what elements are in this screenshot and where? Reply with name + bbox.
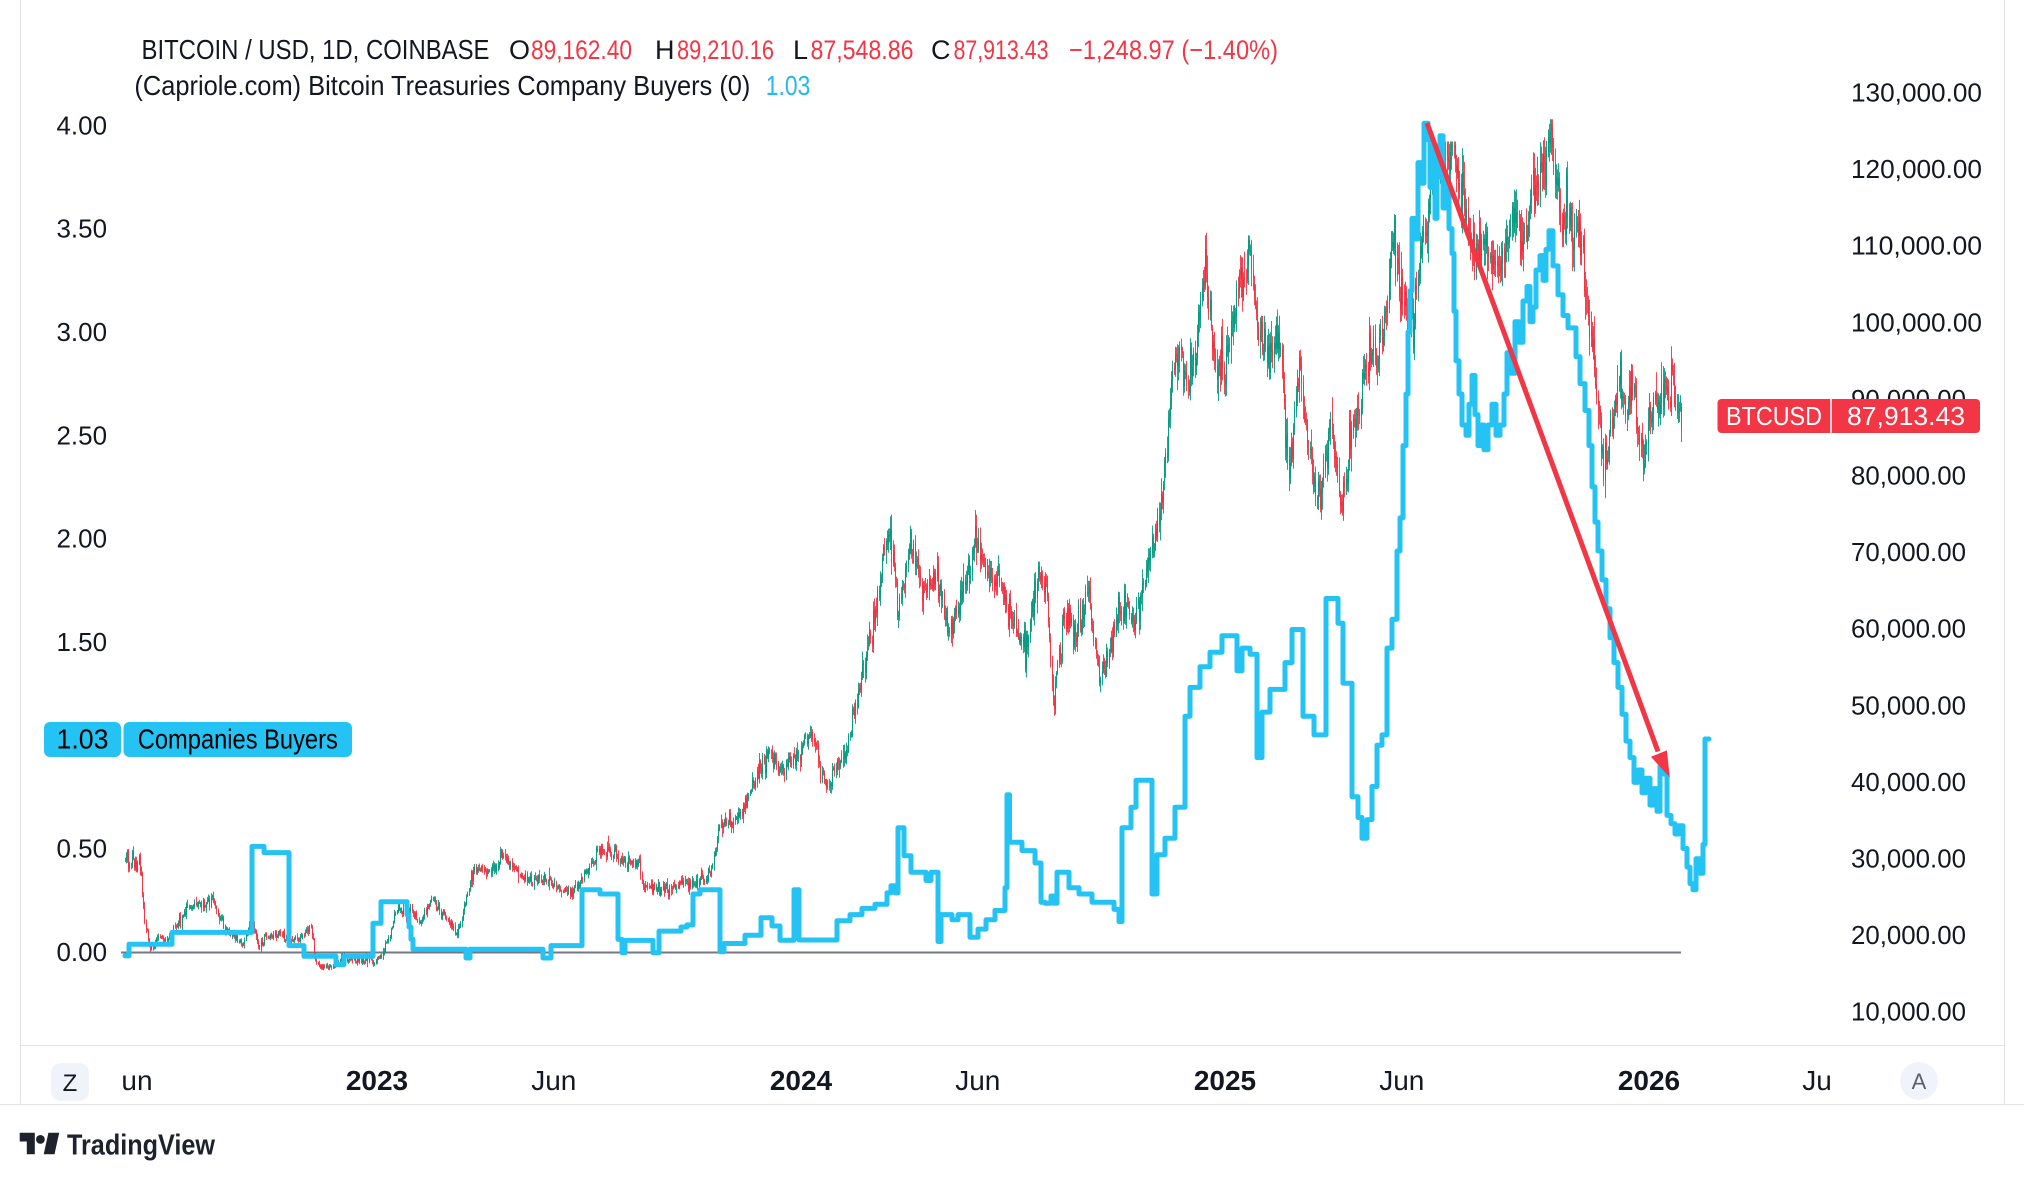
svg-text:1.03: 1.03 [57,724,109,755]
svg-text:un: un [121,1065,152,1096]
svg-text:−1,248.97 (−1.40%): −1,248.97 (−1.40%) [1069,35,1278,65]
svg-text:TradingView: TradingView [67,1129,215,1161]
svg-text:89,210.16: 89,210.16 [677,35,774,65]
svg-text:1.03: 1.03 [766,70,811,101]
svg-text:87,913.43: 87,913.43 [954,35,1049,65]
svg-text:3.00: 3.00 [57,317,108,347]
svg-text:60,000.00: 60,000.00 [1851,614,1966,644]
svg-text:BTCUSD: BTCUSD [1726,401,1822,431]
svg-text:A: A [1912,1069,1927,1094]
svg-text:0.00: 0.00 [57,937,108,967]
svg-text:4.00: 4.00 [57,110,108,140]
svg-text:Jun: Jun [531,1065,576,1096]
svg-text:3.50: 3.50 [57,214,108,244]
svg-text:Jun: Jun [955,1065,1000,1096]
svg-text:0.50: 0.50 [57,834,108,864]
svg-text:2026: 2026 [1618,1065,1680,1096]
svg-text:20,000.00: 20,000.00 [1851,920,1966,950]
svg-text:30,000.00: 30,000.00 [1851,844,1966,874]
svg-text:89,162.40: 89,162.40 [531,35,632,65]
svg-text:1.50: 1.50 [57,627,108,657]
svg-text:Jun: Jun [1379,1065,1424,1096]
svg-text:(Capriole.com) Bitcoin Treasur: (Capriole.com) Bitcoin Treasuries Compan… [134,70,750,101]
svg-text:70,000.00: 70,000.00 [1851,537,1966,567]
svg-text:L: L [793,35,808,65]
svg-text:2024: 2024 [770,1065,833,1096]
svg-text:87,913.43: 87,913.43 [1847,401,1965,431]
svg-text:110,000.00: 110,000.00 [1851,231,1982,261]
svg-text:Ju: Ju [1802,1065,1832,1096]
svg-text:50,000.00: 50,000.00 [1851,690,1966,720]
svg-text:2.50: 2.50 [57,420,108,450]
svg-text:O: O [509,35,530,65]
svg-text:100,000.00: 100,000.00 [1851,307,1982,337]
svg-text:80,000.00: 80,000.00 [1851,461,1966,491]
svg-text:87,548.86: 87,548.86 [811,35,914,65]
svg-text:10,000.00: 10,000.00 [1851,997,1966,1027]
svg-text:H: H [655,35,675,65]
svg-text:C: C [931,35,951,65]
svg-text:2023: 2023 [346,1065,408,1096]
svg-text:130,000.00: 130,000.00 [1851,78,1982,108]
svg-text:BITCOIN / USD, 1D, COINBASE: BITCOIN / USD, 1D, COINBASE [142,34,490,65]
svg-text:Companies Buyers: Companies Buyers [138,724,338,755]
svg-text:40,000.00: 40,000.00 [1851,767,1966,797]
svg-text:2.00: 2.00 [57,524,108,554]
svg-text:120,000.00: 120,000.00 [1851,154,1982,184]
svg-text:2025: 2025 [1194,1065,1256,1096]
svg-text:Z: Z [63,1070,78,1097]
